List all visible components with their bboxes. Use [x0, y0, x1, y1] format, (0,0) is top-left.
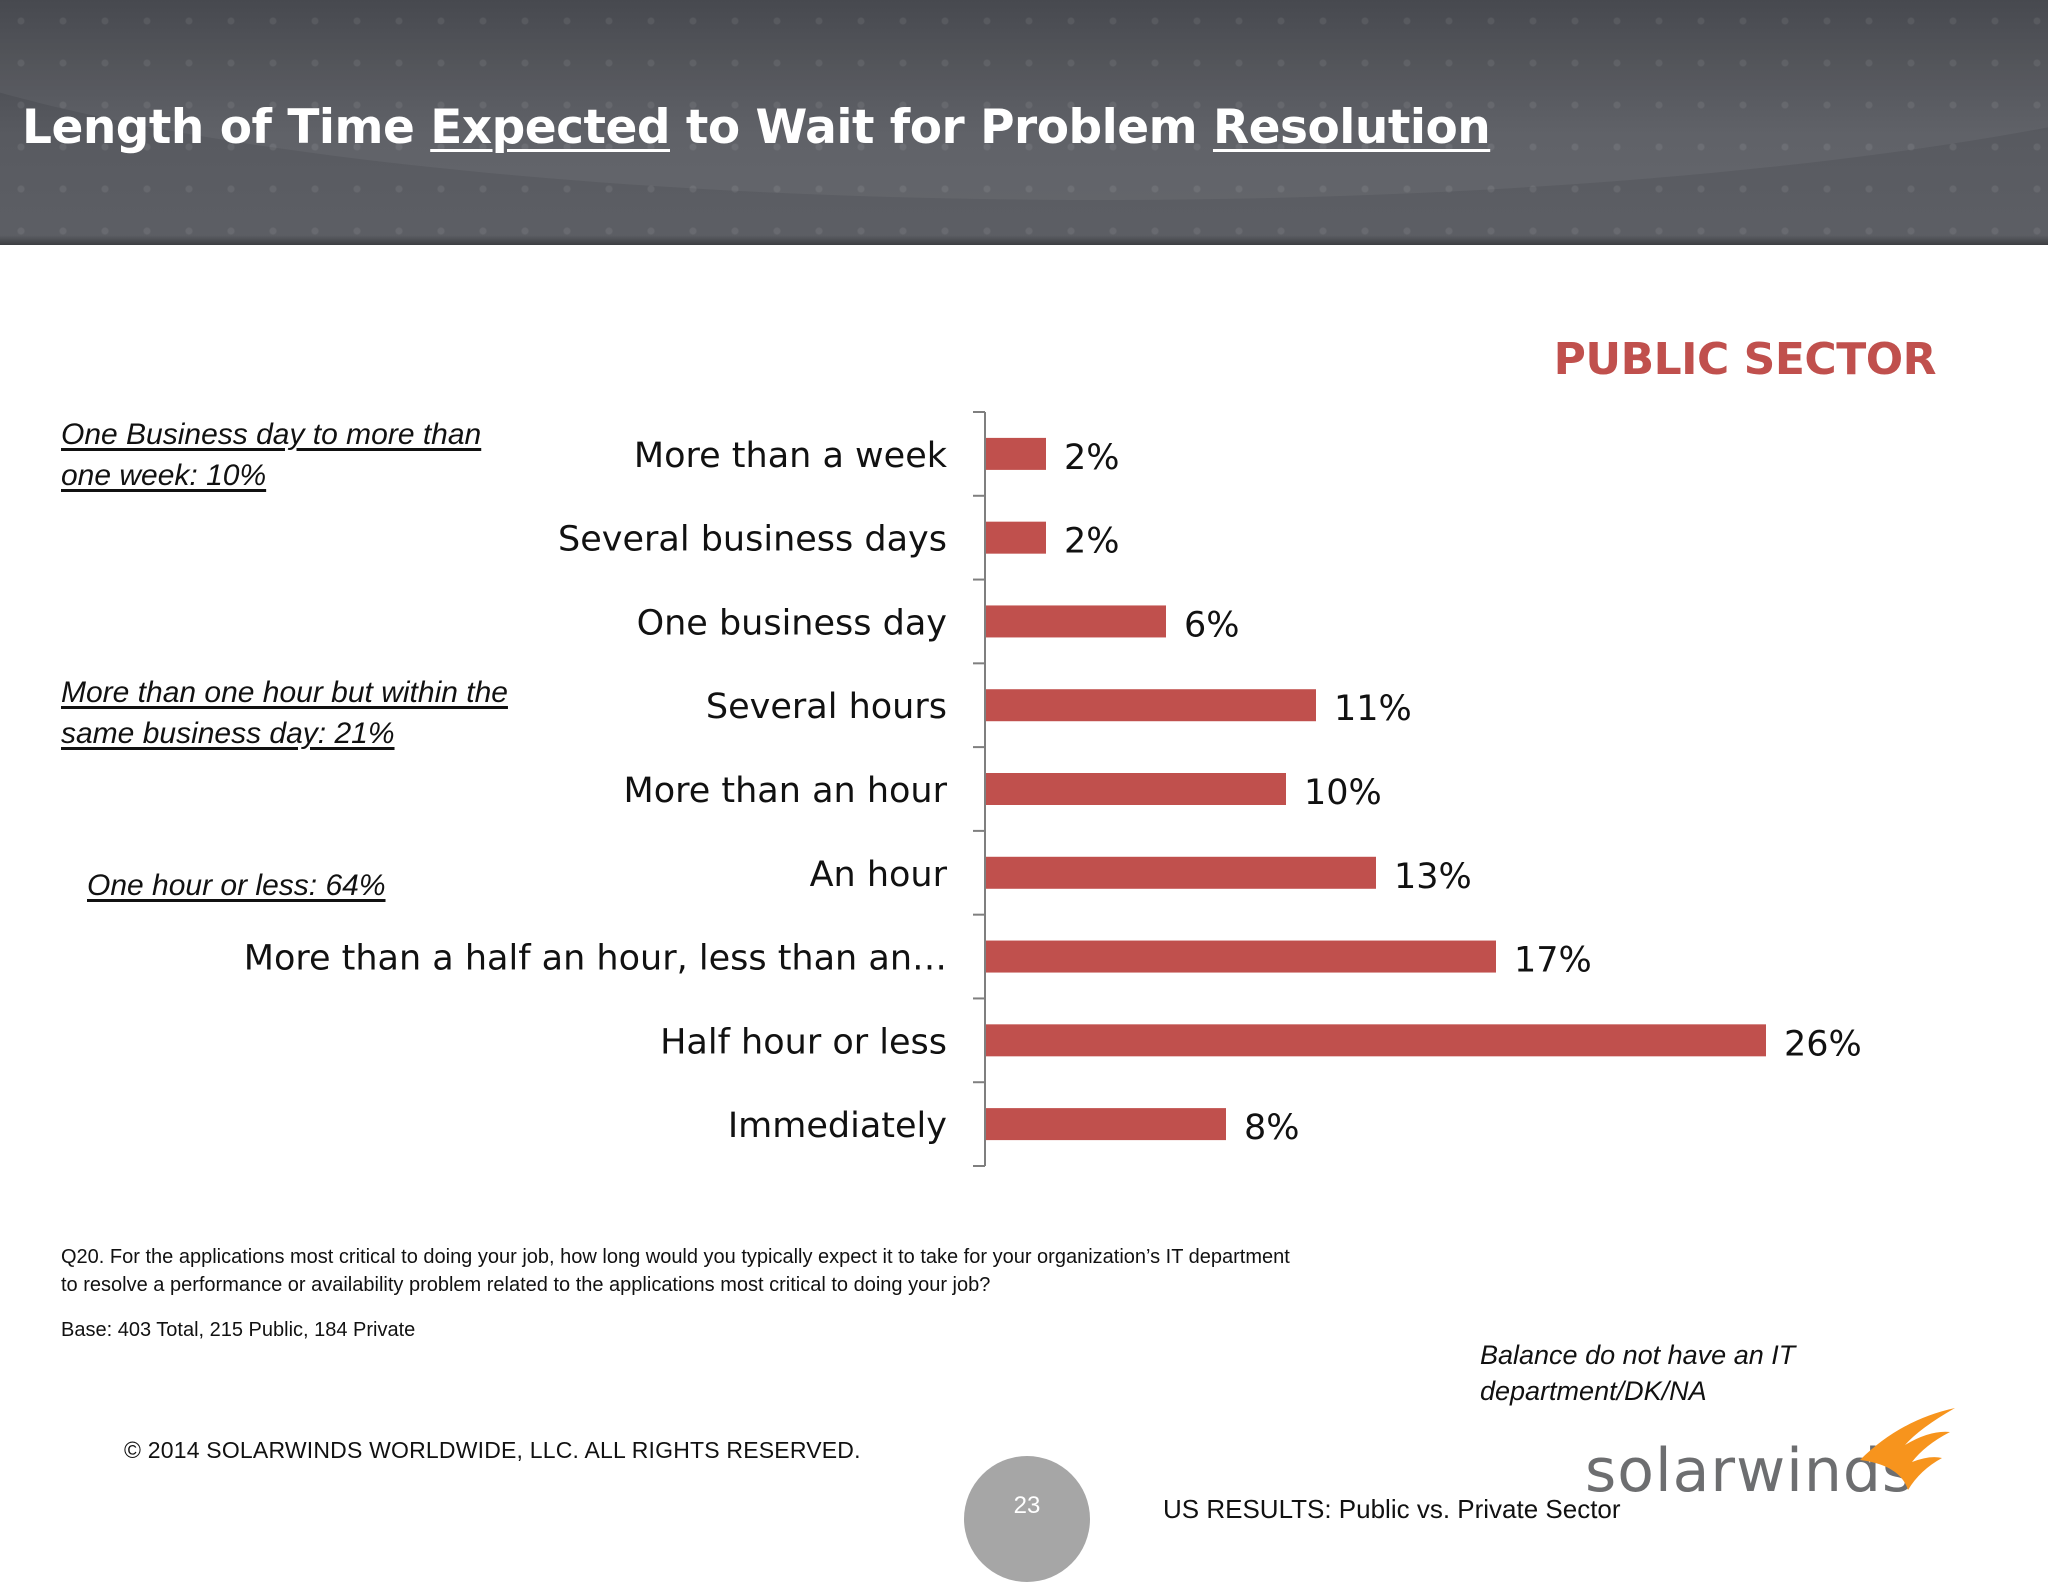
- data-label: 2%: [1064, 522, 1120, 562]
- balance-note: Balance do not have an IT department/DK/…: [1480, 1340, 1796, 1406]
- data-label: 8%: [1244, 1108, 1300, 1148]
- title-part-2: to Wait for Problem: [670, 100, 1213, 155]
- logo-wordmark: solarwinds: [1585, 1436, 1915, 1506]
- copyright-text: © 2014 SOLARWINDS WORLDWIDE, LLC. ALL RI…: [124, 1437, 861, 1463]
- bar: [986, 773, 1286, 805]
- bar-chart: More than a week 2% Several business days 2…: [244, 411, 1862, 1167]
- data-label: 10%: [1304, 773, 1382, 813]
- sector-label: PUBLIC SECTOR: [1553, 334, 1937, 385]
- bar: [986, 940, 1496, 973]
- data-label: 13%: [1394, 857, 1472, 897]
- group-note-one-hour: One hour or less: 64%: [87, 869, 386, 902]
- page-number-badge: 23: [964, 1456, 1090, 1582]
- data-label: 6%: [1184, 605, 1240, 645]
- category-label: Half hour or less: [660, 1022, 947, 1062]
- category-label: Several hours: [706, 687, 947, 727]
- page-number: 23: [1013, 1492, 1041, 1519]
- category-label: More than a half an hour, less than an…: [244, 939, 947, 979]
- bar: [986, 521, 1046, 554]
- category-label: One business day: [637, 603, 947, 643]
- category-label: Immediately: [728, 1106, 947, 1146]
- data-label: 26%: [1784, 1024, 1862, 1064]
- header-banner: Length of Time Expected to Wait for Prob…: [0, 0, 2048, 245]
- group-note-same-day: More than one hour but within the same b…: [61, 676, 508, 750]
- bar: [986, 605, 1166, 638]
- header-shadow: [0, 235, 2048, 245]
- category-label: An hour: [810, 855, 948, 895]
- question-text: Q20. For the applications most critical …: [61, 1246, 1290, 1296]
- bar: [986, 689, 1316, 722]
- bar: [986, 1108, 1226, 1141]
- data-label: 11%: [1334, 689, 1412, 729]
- data-label: 2%: [1064, 438, 1120, 478]
- bar: [986, 437, 1046, 470]
- footer-text: US RESULTS: Public vs. Private Sector: [1163, 1494, 1621, 1524]
- category-label: Several business days: [558, 520, 947, 560]
- title-underlined-expected: Expected: [430, 100, 670, 155]
- data-label: 17%: [1514, 941, 1592, 981]
- solarwinds-logo: solarwinds: [1580, 1400, 1960, 1510]
- title-underlined-resolution: Resolution: [1212, 100, 1491, 155]
- bar: [986, 856, 1376, 889]
- page-title: Length of Time Expected to Wait for Prob…: [22, 100, 1491, 155]
- header-dot-pattern: [0, 0, 2048, 245]
- group-note-business-day: One Business day to more than one week: …: [61, 418, 482, 492]
- flame-icon: [1860, 1408, 1955, 1490]
- category-label: More than a week: [634, 436, 948, 476]
- bar: [986, 1024, 1766, 1057]
- title-part-1: Length of Time: [22, 100, 431, 155]
- category-label: More than an hour: [624, 771, 948, 811]
- base-text: Base: 403 Total, 215 Public, 184 Private: [61, 1319, 416, 1341]
